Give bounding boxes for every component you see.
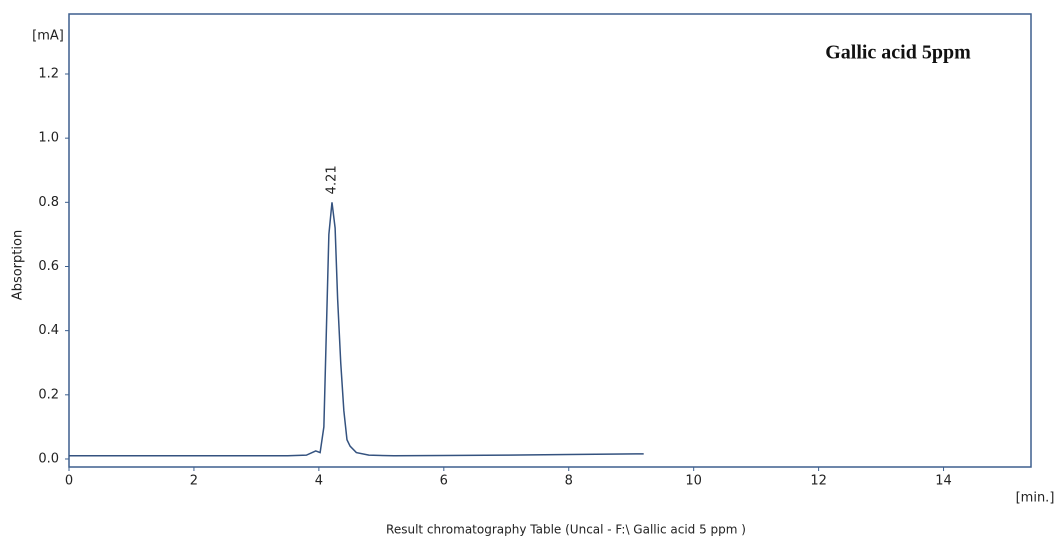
y-axis-label: Absorption xyxy=(11,230,26,300)
y-tick-label: 0.4 xyxy=(38,323,59,338)
x-tick-label: 4 xyxy=(315,474,323,489)
chart-title: Gallic acid 5ppm xyxy=(825,42,971,64)
y-tick-label: 0.8 xyxy=(38,195,59,210)
x-tick-label: 6 xyxy=(440,474,448,489)
x-tick-label: 14 xyxy=(935,474,952,489)
y-unit: [mA] xyxy=(32,29,64,44)
y-tick-label: 0.0 xyxy=(38,451,59,466)
x-tick-label: 2 xyxy=(190,474,198,489)
y-tick-label: 1.0 xyxy=(38,131,59,146)
x-axis-label: Result chromatography Table (Uncal - F:\… xyxy=(386,523,746,537)
x-tick-label: 8 xyxy=(565,474,573,489)
y-tick-label: 0.6 xyxy=(38,259,59,274)
x-tick-label: 12 xyxy=(810,474,827,489)
x-unit: [min.] xyxy=(1016,491,1055,506)
x-tick-label: 0 xyxy=(65,474,73,489)
y-tick-label: 0.2 xyxy=(38,387,59,402)
chromatogram-line xyxy=(69,202,644,457)
y-tick-label: 1.2 xyxy=(38,66,59,81)
plot-frame xyxy=(68,13,1032,468)
x-tick-label: 10 xyxy=(685,474,702,489)
peak-label: 4.21 xyxy=(324,165,339,194)
